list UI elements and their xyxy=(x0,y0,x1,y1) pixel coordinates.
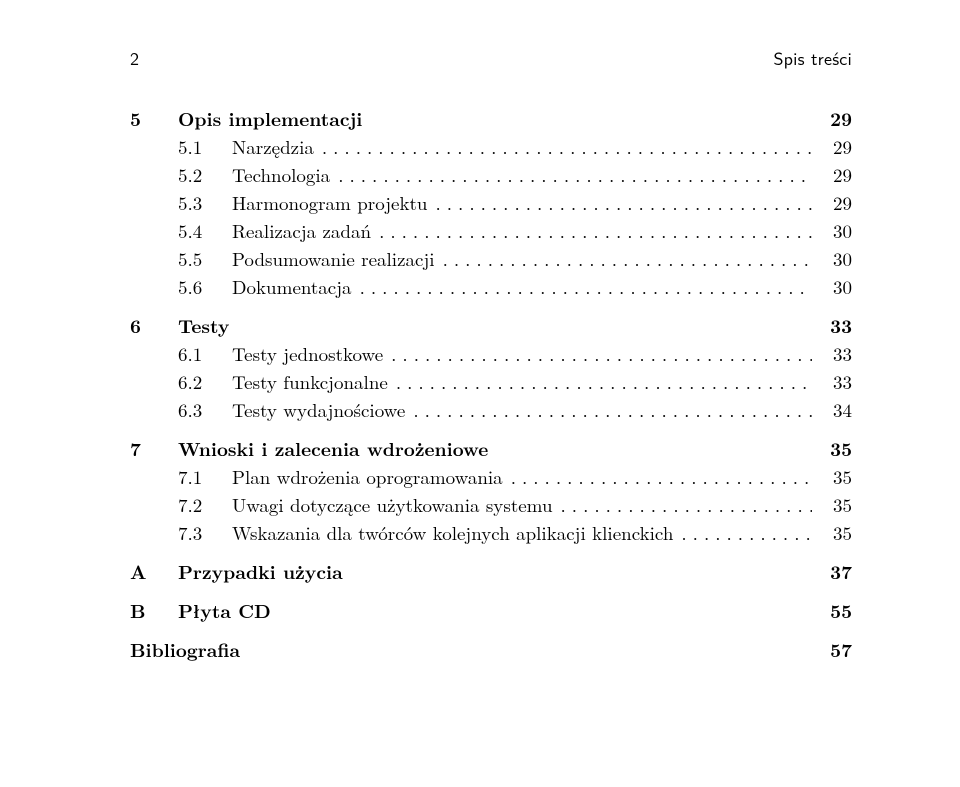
toc-entry: 5.3 Harmonogram projektu ...............… xyxy=(130,193,852,212)
dot-leader: ........................................… xyxy=(405,400,812,419)
toc-section-head: 6 Testy 33 xyxy=(130,316,852,335)
section-title: Przypadki użycia xyxy=(178,562,812,581)
toc-section: 5 Opis implementacji 29 5.1 Narzędzia ..… xyxy=(130,109,852,296)
entry-label: Plan wdrożenia oprogramowania xyxy=(232,467,503,486)
toc-entry: 6.3 Testy wydajnościowe ................… xyxy=(130,400,852,419)
section-page: 57 xyxy=(812,640,852,659)
section-number: 6 xyxy=(130,316,178,335)
section-title: Testy xyxy=(178,316,812,335)
entry-label: Realizacja zadań xyxy=(232,221,371,240)
entry-page: 29 xyxy=(812,165,852,184)
entry-number: 5.4 xyxy=(178,221,232,240)
toc-entry: 5.6 Dokumentacja .......................… xyxy=(130,277,852,296)
page-number: 2 xyxy=(130,44,139,71)
dot-leader: ........................................… xyxy=(352,277,812,296)
dot-leader: ........................................… xyxy=(330,165,812,184)
entry-page: 33 xyxy=(812,372,852,391)
entry-page: 33 xyxy=(812,344,852,363)
toc-section-head: 5 Opis implementacji 29 xyxy=(130,109,852,128)
toc-section: A Przypadki użycia 37 xyxy=(130,562,852,581)
running-header: 2 Spis treści xyxy=(130,44,852,71)
dot-leader: ........................................… xyxy=(435,249,812,268)
section-number: 7 xyxy=(130,439,178,458)
dot-leader: ........................................… xyxy=(673,523,812,542)
entry-number: 7.3 xyxy=(178,523,232,542)
entry-label: Wskazania dla twórców kolejnych aplikacj… xyxy=(232,523,673,542)
section-title: Bibliografia xyxy=(130,640,812,659)
entry-label: Harmonogram projektu xyxy=(232,193,427,212)
toc-entry: 6.2 Testy funkcjonalne .................… xyxy=(130,372,852,391)
entry-label: Narzędzia xyxy=(232,137,314,156)
section-page: 35 xyxy=(812,439,852,458)
dot-leader: ........................................… xyxy=(314,137,812,156)
section-title: Opis implementacji xyxy=(178,109,812,128)
entry-number: 5.3 xyxy=(178,193,232,212)
dot-leader: ........................................… xyxy=(371,221,812,240)
entry-number: 5.6 xyxy=(178,277,232,296)
section-number: 5 xyxy=(130,109,178,128)
toc-section: 6 Testy 33 6.1 Testy jednostkowe .......… xyxy=(130,316,852,419)
entry-page: 35 xyxy=(812,495,852,514)
dot-leader: ........................................… xyxy=(553,495,812,514)
toc-entry: 7.3 Wskazania dla twórców kolejnych apli… xyxy=(130,523,852,542)
toc-entry: 5.2 Technologia ........................… xyxy=(130,165,852,184)
toc-section-head: A Przypadki użycia 37 xyxy=(130,562,852,581)
toc-section-head: Bibliografia 57 xyxy=(130,640,852,659)
entry-page: 35 xyxy=(812,523,852,542)
section-page: 55 xyxy=(812,601,852,620)
entry-label: Testy jednostkowe xyxy=(232,344,383,363)
section-title: Wnioski i zalecenia wdrożeniowe xyxy=(178,439,812,458)
entry-number: 6.2 xyxy=(178,372,232,391)
running-title: Spis treści xyxy=(773,44,852,71)
section-page: 37 xyxy=(812,562,852,581)
toc-section: 7 Wnioski i zalecenia wdrożeniowe 35 7.1… xyxy=(130,439,852,542)
entry-number: 5.1 xyxy=(178,137,232,156)
toc-entry: 5.1 Narzędzia ..........................… xyxy=(130,137,852,156)
dot-leader: ........................................… xyxy=(503,467,812,486)
entry-page: 29 xyxy=(812,193,852,212)
entry-number: 6.1 xyxy=(178,344,232,363)
toc-section: Bibliografia 57 xyxy=(130,640,852,659)
entry-number: 7.1 xyxy=(178,467,232,486)
entry-page: 34 xyxy=(812,400,852,419)
section-page: 33 xyxy=(812,316,852,335)
entry-page: 30 xyxy=(812,277,852,296)
section-number: B xyxy=(130,601,178,620)
entry-label: Testy wydajnościowe xyxy=(232,400,405,419)
entry-number: 6.3 xyxy=(178,400,232,419)
entry-page: 35 xyxy=(812,467,852,486)
table-of-contents: 5 Opis implementacji 29 5.1 Narzędzia ..… xyxy=(130,109,852,659)
entry-label: Podsumowanie realizacji xyxy=(232,249,435,268)
entry-label: Uwagi dotyczące użytkowania systemu xyxy=(232,495,553,514)
entry-number: 5.5 xyxy=(178,249,232,268)
entry-page: 30 xyxy=(812,249,852,268)
dot-leader: ........................................… xyxy=(388,372,812,391)
section-title: Płyta CD xyxy=(178,601,812,620)
toc-entry: 7.2 Uwagi dotyczące użytkowania systemu … xyxy=(130,495,852,514)
entry-label: Technologia xyxy=(232,165,330,184)
entry-number: 7.2 xyxy=(178,495,232,514)
toc-entry: 5.4 Realizacja zadań ...................… xyxy=(130,221,852,240)
dot-leader: ........................................… xyxy=(383,344,812,363)
entry-number: 5.2 xyxy=(178,165,232,184)
entry-page: 29 xyxy=(812,137,852,156)
entry-page: 30 xyxy=(812,221,852,240)
toc-section-head: B Płyta CD 55 xyxy=(130,601,852,620)
toc-entry: 5.5 Podsumowanie realizacji ............… xyxy=(130,249,852,268)
entry-label: Dokumentacja xyxy=(232,277,352,296)
toc-entry: 7.1 Plan wdrożenia oprogramowania ......… xyxy=(130,467,852,486)
toc-section: B Płyta CD 55 xyxy=(130,601,852,620)
entry-label: Testy funkcjonalne xyxy=(232,372,388,391)
section-number: A xyxy=(130,562,178,581)
section-page: 29 xyxy=(812,109,852,128)
toc-section-head: 7 Wnioski i zalecenia wdrożeniowe 35 xyxy=(130,439,852,458)
dot-leader: ........................................… xyxy=(427,193,812,212)
page: 2 Spis treści 5 Opis implementacji 29 5.… xyxy=(0,0,960,787)
toc-entry: 6.1 Testy jednostkowe ..................… xyxy=(130,344,852,363)
